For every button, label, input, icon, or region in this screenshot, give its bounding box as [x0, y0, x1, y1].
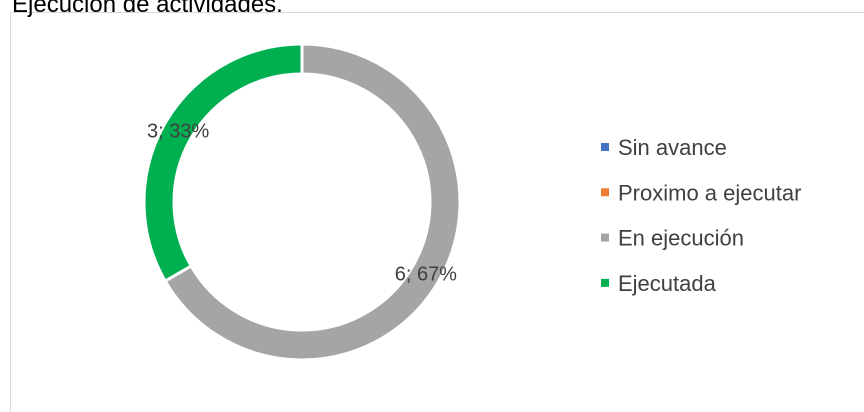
data-label: 3; 33% [147, 121, 209, 143]
doughnut-slice [142, 42, 304, 284]
legend-label: En ejecución [618, 226, 744, 251]
data-label: 6; 67% [395, 264, 457, 286]
legend-swatch [601, 188, 609, 197]
legend-label: Ejecutada [618, 271, 717, 296]
legend-swatch [601, 143, 609, 151]
legend-swatch [601, 278, 609, 287]
doughnut-slice [163, 42, 462, 362]
legend-label: Proximo a ejecutar [618, 180, 801, 205]
legend-swatch [601, 233, 609, 242]
chart-title: Ejecución de actividades. [12, 0, 283, 18]
legend-label: Sin avance [618, 135, 727, 160]
